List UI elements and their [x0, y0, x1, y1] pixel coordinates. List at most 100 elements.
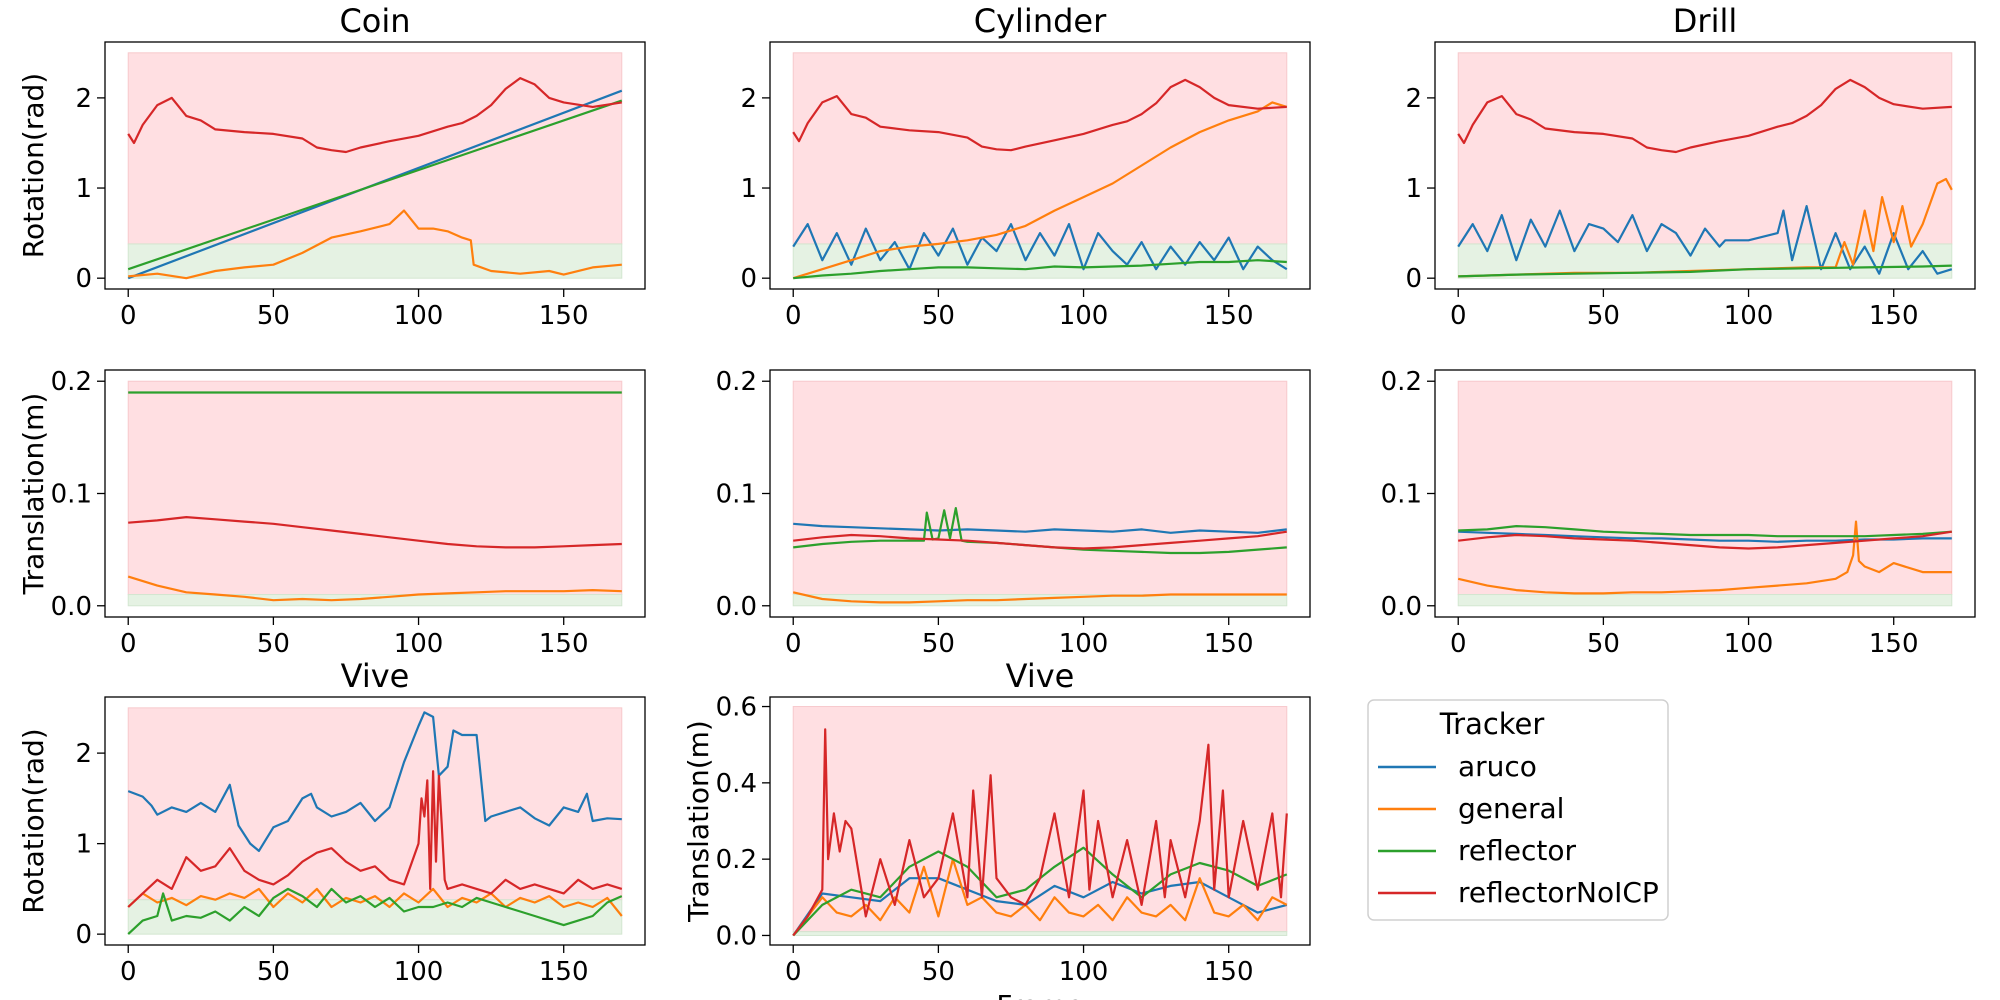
series-line-aruco: [127, 711, 622, 853]
y-tick-label: 0: [75, 264, 92, 294]
subplot-title: Cylinder: [974, 2, 1107, 40]
series-line-reflectorNoICP: [1458, 530, 1952, 550]
y-tick-label: 0.0: [51, 592, 92, 622]
fail-region-band: [1457, 52, 1953, 245]
x-tick-label: 0: [785, 301, 802, 331]
y-axis-label: Translation(m): [682, 720, 715, 923]
series-line-aruco: [1457, 205, 1953, 275]
fail-region-band: [127, 380, 623, 596]
x-tick-label: 150: [1204, 301, 1254, 331]
series-line-reflector: [1458, 524, 1952, 538]
y-tick-label: 1: [75, 174, 92, 204]
series-line-reflector: [127, 99, 623, 271]
y-tick-label: 1: [75, 830, 92, 860]
series-line-general: [128, 209, 622, 280]
x-tick-label: 100: [1724, 629, 1774, 659]
subplot-7: 0 50 100 150 0 1 2 Vive Rotation(rad): [17, 657, 646, 987]
x-axis-label: Frame: [996, 989, 1083, 1000]
y-tick-label: 0.1: [1381, 480, 1422, 510]
x-tick-label: 0: [1450, 629, 1467, 659]
series-line-aruco: [792, 877, 1288, 937]
y-tick-label: 0.0: [716, 921, 757, 951]
y-tick-label: 0.2: [716, 367, 757, 397]
success-region-band: [792, 931, 1288, 936]
x-tick-label: 0: [120, 957, 137, 987]
y-tick-label: 0.0: [1381, 592, 1422, 622]
y-tick-label: 0.2: [716, 845, 757, 875]
x-tick-label: 0: [120, 301, 137, 331]
subplot-8: 0 50 100 150 0.0 0.2 0.4 0.6 Vive Translation(m) F…: [682, 657, 1311, 1000]
y-tick-label: 0.1: [716, 480, 757, 510]
y-tick-label: 2: [740, 84, 757, 114]
y-tick-label: 1: [1405, 174, 1422, 204]
fail-region-band: [127, 52, 623, 245]
series-line-general: [792, 858, 1288, 937]
axes-frame: [1434, 41, 1976, 290]
subplot-5: 0 50 100 150 0.0 0.1 0.2: [716, 367, 1311, 659]
y-tick-label: 0.4: [716, 769, 757, 799]
x-tick-label: 150: [1204, 629, 1254, 659]
series-line-reflector: [1458, 264, 1952, 278]
x-tick-label: 150: [539, 629, 589, 659]
y-tick-label: 2: [75, 84, 92, 114]
x-tick-label: 150: [1869, 301, 1919, 331]
legend-entry-aruco: aruco: [1458, 750, 1537, 783]
y-tick-label: 0: [740, 264, 757, 294]
legend-entry-reflector: reflector: [1458, 834, 1576, 867]
series-line-reflectorNoICP: [128, 515, 622, 549]
series-line-general: [1457, 520, 1952, 595]
y-tick-label: 2: [75, 739, 92, 769]
x-tick-label: 0: [1450, 301, 1467, 331]
x-tick-label: 100: [1059, 957, 1109, 987]
success-region-band: [127, 594, 623, 607]
series-line-reflectorNoICP: [127, 770, 623, 908]
series-line-general: [127, 887, 623, 917]
y-axis-label: Translation(m): [17, 393, 50, 596]
x-tick-label: 150: [539, 301, 589, 331]
x-tick-label: 100: [394, 957, 444, 987]
fail-region-band: [1457, 380, 1953, 596]
legend-entry-general: general: [1458, 792, 1564, 825]
success-region-band: [1457, 594, 1953, 607]
success-region-band: [1457, 243, 1953, 279]
series-line-reflectorNoICP: [792, 78, 1287, 152]
series-line-reflector: [127, 887, 623, 935]
x-tick-label: 50: [257, 629, 290, 659]
legend-title: Tracker: [1439, 707, 1545, 741]
series-line-aruco: [792, 223, 1288, 271]
subplot-1: 0 50 100 150 0 1 2 Coin Rotation(rad): [17, 2, 646, 331]
x-tick-label: 150: [1869, 629, 1919, 659]
x-tick-label: 100: [1724, 301, 1774, 331]
x-tick-label: 100: [394, 629, 444, 659]
subplot-title: Vive: [341, 657, 410, 695]
y-axis-label: Rotation(rad): [17, 73, 50, 258]
x-tick-label: 150: [539, 957, 589, 987]
x-tick-label: 50: [257, 957, 290, 987]
subplot-2: 0 50 100 150 0 1 2 Cylinder: [740, 2, 1311, 331]
y-tick-label: 0.0: [716, 592, 757, 622]
y-tick-label: 0: [75, 920, 92, 950]
subplot-title: Vive: [1006, 657, 1075, 695]
series-line-reflectorNoICP: [792, 728, 1288, 937]
series-line-reflector: [793, 259, 1287, 280]
y-tick-label: 0.6: [716, 693, 757, 723]
series-line-reflectorNoICP: [1457, 78, 1952, 154]
x-tick-label: 100: [1059, 301, 1109, 331]
fail-region-band: [792, 52, 1288, 245]
y-axis-label: Rotation(rad): [17, 728, 50, 913]
y-tick-label: 0.1: [51, 480, 92, 510]
x-tick-label: 0: [120, 629, 137, 659]
legend-box: [1367, 699, 1669, 921]
series-line-general: [792, 591, 1287, 604]
x-tick-label: 150: [1204, 957, 1254, 987]
y-tick-label: 1: [740, 174, 757, 204]
series-line-general: [127, 575, 622, 602]
axes-frame: [104, 696, 646, 946]
legend: Tracker aruco general reflector reflectorNoI…: [1367, 699, 1669, 921]
subplot-title: Coin: [339, 2, 410, 40]
x-tick-label: 100: [1059, 629, 1109, 659]
x-tick-label: 50: [1587, 301, 1620, 331]
axes-frame: [769, 696, 1311, 946]
